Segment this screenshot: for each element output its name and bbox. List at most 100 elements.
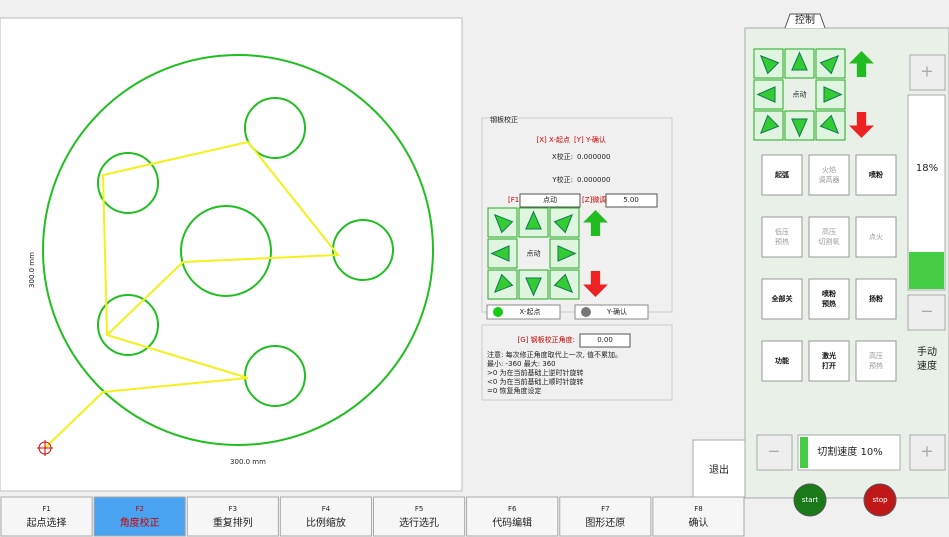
control-button[interactable] [808,216,850,258]
function-key[interactable] [0,496,93,537]
arrow-icon [493,213,514,234]
angle-label: [G] 钢板校正角度: [518,335,575,344]
group-title: 钢板校正 [490,115,518,124]
up-arrow[interactable] [583,210,608,236]
function-key-id: F4 [322,505,331,513]
start-marker [37,440,53,456]
control-label: 高压 [869,351,883,360]
control-label: 切割氧 [819,237,840,246]
control-button[interactable] [808,340,850,382]
control-label: 全部关 [771,294,793,303]
manual-speed-2: 速度 [917,359,937,372]
note-line: >0 为在当前基础上逆时针旋转 [487,368,584,377]
cut-path [44,140,341,449]
manual-speed-1: 手动 [917,345,937,358]
control-label: 火焰 [822,165,836,174]
jog-button[interactable] [784,110,815,141]
arrow-icon [557,245,577,262]
function-key-id: F7 [601,505,609,513]
note-line: 注意: 每次修正角度取代上一次, 值不累加。 [487,350,622,359]
function-key-label: 选行选孔 [399,516,439,529]
control-button[interactable] [761,216,803,258]
control-label: 激光 [822,351,836,360]
control-label: 扬粉 [869,294,883,303]
control-label: 打开 [822,361,836,370]
exit-button[interactable] [692,439,746,498]
control-button[interactable] [808,278,850,320]
f1-field[interactable] [519,193,581,208]
function-key-label: 图形还原 [585,517,625,529]
jog-label: 点动 [527,249,541,258]
stop-button[interactable] [863,483,897,517]
cut-speed-fill [800,437,808,468]
cut-speed-bar[interactable] [797,434,901,471]
function-key-label: 角度校正 [120,516,160,529]
note-line: =0 恢复角度设定 [487,386,542,395]
tab[interactable] [784,13,826,29]
function-key[interactable] [279,496,372,537]
control-label: 喷粉 [869,170,883,179]
control-label: 低压 [775,227,789,236]
control-button[interactable] [761,278,803,320]
control-button[interactable] [855,154,897,196]
y-confirm-button[interactable] [574,304,649,320]
start-button[interactable] [793,483,827,517]
control-button[interactable] [855,340,897,382]
control-label: 预热 [775,237,789,246]
function-key[interactable] [652,496,745,537]
function-key[interactable] [186,496,279,537]
control-button[interactable] [855,216,897,258]
arrow-icon [791,51,808,71]
y-label: Y校正: [551,175,573,184]
down-arrow[interactable] [849,112,874,138]
note-line: 最小: -360 最大: 360 [487,359,556,368]
down-arrow[interactable] [583,271,608,297]
arrow-icon [493,273,514,294]
arrow-icon [525,277,542,297]
function-key[interactable] [559,496,652,537]
control-label: 功能 [775,356,789,365]
function-key-label: 代码编辑 [492,516,532,529]
arrow-icon [759,54,780,75]
angle-field[interactable] [579,333,631,348]
arrow-icon [553,213,574,234]
hint-y: [Y] Y-确认 [574,135,606,144]
control-button[interactable] [761,340,803,382]
up-arrow[interactable] [849,51,874,77]
cut-minus-icon: − [767,442,780,461]
cut-plus[interactable] [909,434,946,471]
x-start-button[interactable] [486,304,561,320]
plus-icon: + [920,62,933,81]
z-value: 5.00 [623,196,639,204]
control-label: 点火 [869,233,883,241]
cut-minus[interactable] [756,434,793,471]
control-button[interactable] [855,278,897,320]
function-key[interactable] [466,496,559,537]
function-key[interactable] [93,496,186,537]
z-key: [Z]微调 [582,195,606,204]
x-start-label: X-起点 [520,308,541,316]
function-key-label: 起点选择 [27,516,67,529]
control-label: 喷粉 [822,289,836,298]
plus-button[interactable] [909,54,946,91]
control-button[interactable] [761,154,803,196]
minus-icon: − [920,302,933,321]
minus-button[interactable] [907,294,946,331]
function-key[interactable] [373,496,466,537]
function-key-id: F6 [508,505,517,513]
note-line: <0 为在当前基础上顺时针旋转 [487,377,584,386]
arrow-icon [490,245,510,262]
function-key-label: 重复排列 [213,516,253,529]
function-key-id: F5 [415,505,423,513]
function-key-id: F1 [42,505,50,513]
height-label: 300.0 mm [28,252,36,288]
control-label: 预热 [869,361,883,370]
z-field[interactable] [605,193,658,208]
arrow-icon [553,273,574,294]
hint-x: [X] X-起点 [537,136,570,144]
arrow-icon [756,86,776,103]
speed-percent: 18% [916,163,938,174]
function-key-id: F3 [229,505,237,513]
control-button[interactable] [808,154,850,196]
